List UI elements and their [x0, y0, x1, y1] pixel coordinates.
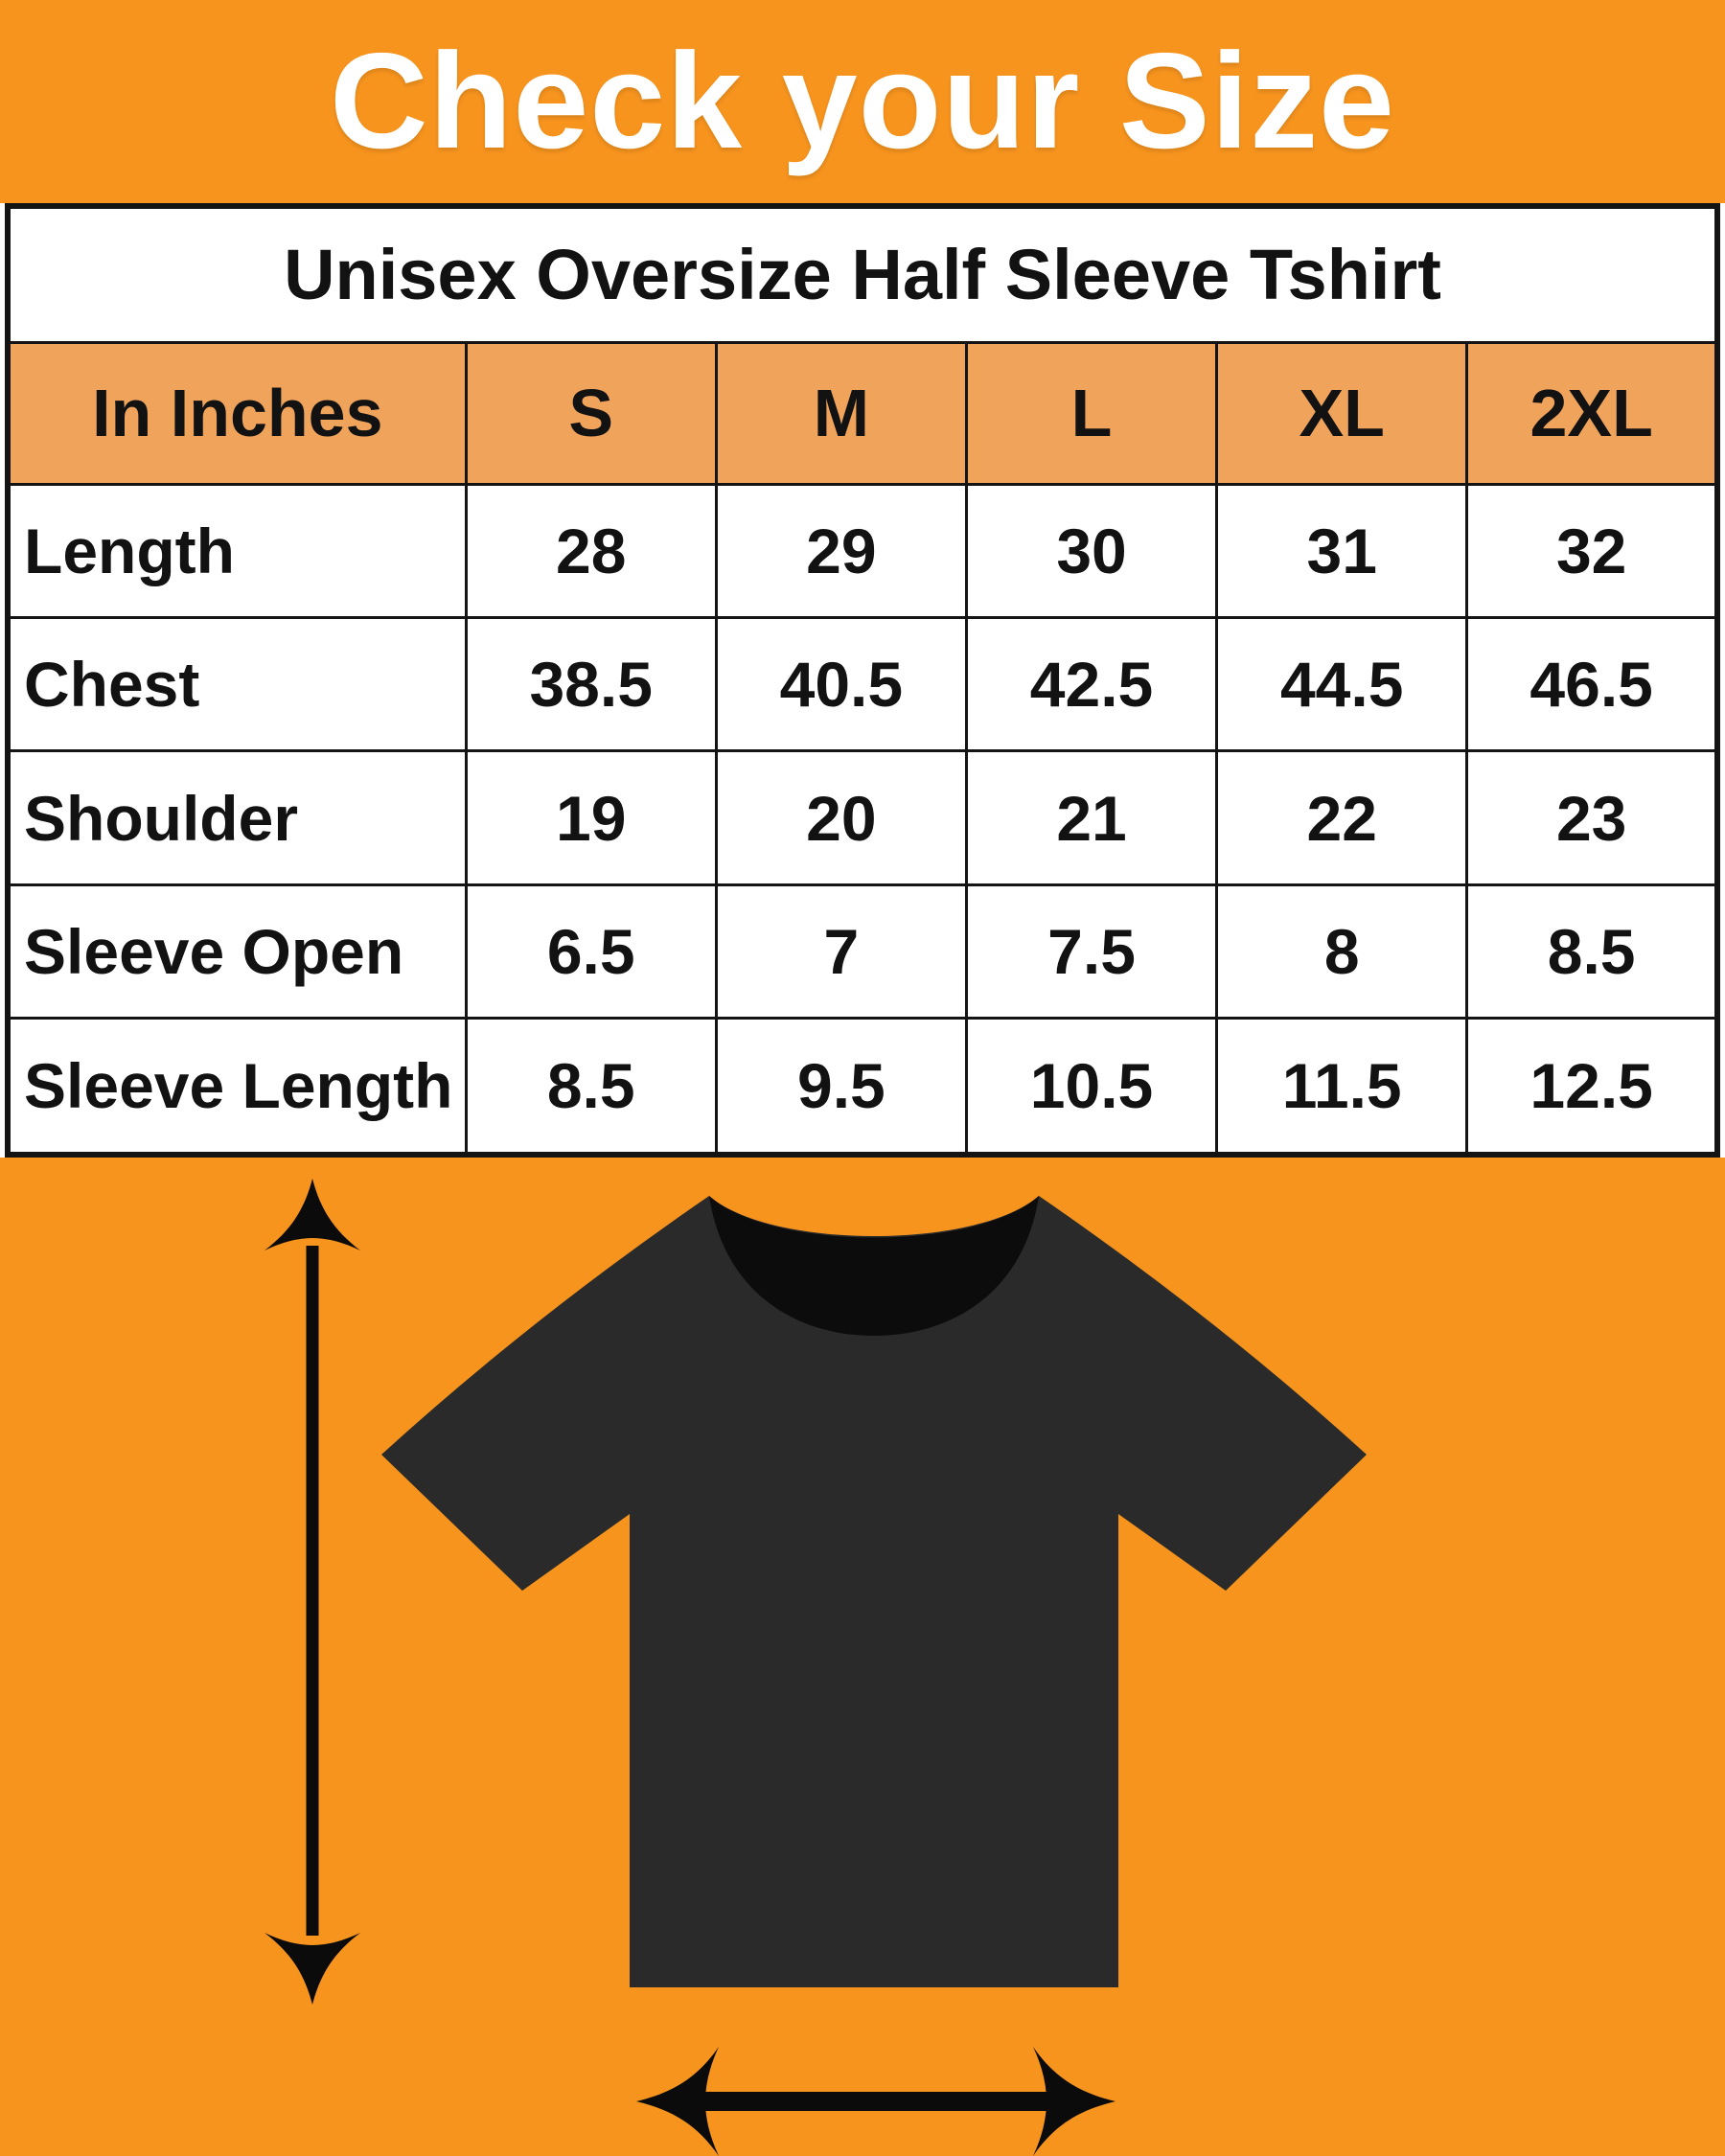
size-header-cell-xl: XL	[1215, 340, 1469, 486]
size-value-cell: 9.5	[714, 1017, 968, 1157]
size-header-cell-l: L	[964, 340, 1219, 486]
size-value-cell: 46.5	[1465, 615, 1719, 753]
size-value-cell: 42.5	[964, 615, 1219, 753]
row-label-cell: Sleeve Open	[6, 883, 468, 1021]
size-value-cell: 31	[1215, 482, 1469, 619]
size-value-cell: 12.5	[1465, 1017, 1719, 1157]
size-value-cell: 23	[1465, 749, 1719, 886]
measurement-row-chest: Chest 38.5 40.5 42.5 44.5 46.5	[6, 615, 1719, 753]
measurement-row-sleeve-open: Sleeve Open 6.5 7 7.5 8 8.5	[6, 883, 1719, 1021]
size-chart-section: Unisex Oversize Half Sleeve Tshirt In In…	[0, 203, 1725, 1158]
size-value-cell: 20	[714, 749, 968, 886]
size-value-cell: 29	[714, 482, 968, 619]
size-value-cell: 44.5	[1215, 615, 1469, 753]
measurement-row-length: Length 28 29 30 31 32	[6, 482, 1719, 619]
page-title: Check your Size	[330, 25, 1395, 177]
size-value-cell: 8.5	[464, 1017, 718, 1157]
tshirt-icon	[381, 1196, 1367, 1987]
size-header-cell-m: M	[714, 340, 968, 486]
size-value-cell: 8	[1215, 883, 1469, 1021]
size-value-cell: 19	[464, 749, 718, 886]
measurement-row-sleeve-length: Sleeve Length 8.5 9.5 10.5 11.5 12.5	[6, 1017, 1719, 1157]
size-value-cell: 10.5	[964, 1017, 1219, 1157]
width-arrow-icon	[636, 2047, 1116, 2156]
size-value-cell: 11.5	[1215, 1017, 1469, 1157]
tshirt-measurement-figure	[264, 1179, 1367, 2156]
title-band: Check your Size	[0, 0, 1725, 203]
size-header-cell-s: S	[464, 340, 718, 486]
unit-header-cell: In Inches	[6, 340, 468, 486]
size-value-cell: 32	[1465, 482, 1719, 619]
size-value-cell: 7.5	[964, 883, 1219, 1021]
size-value-cell: 7	[714, 883, 968, 1021]
row-label-cell: Sleeve Length	[6, 1017, 468, 1157]
tshirt-body	[381, 1196, 1367, 1987]
table-title: Unisex Oversize Half Sleeve Tshirt	[6, 204, 1719, 344]
size-value-cell: 21	[964, 749, 1219, 886]
measurement-illustration	[0, 1158, 1725, 2156]
size-header-row: In Inches S M L XL 2XL	[6, 340, 1719, 486]
size-value-cell: 6.5	[464, 883, 718, 1021]
size-header-cell-2xl: 2XL	[1465, 340, 1719, 486]
length-arrow-icon	[264, 1179, 360, 2005]
size-chart-table: Unisex Oversize Half Sleeve Tshirt In In…	[5, 203, 1720, 1158]
table-title-row: Unisex Oversize Half Sleeve Tshirt	[6, 204, 1719, 344]
row-label-cell: Chest	[6, 615, 468, 753]
measurement-row-shoulder: Shoulder 19 20 21 22 23	[6, 749, 1719, 886]
size-value-cell: 28	[464, 482, 718, 619]
row-label-cell: Shoulder	[6, 749, 468, 886]
size-value-cell: 22	[1215, 749, 1469, 886]
size-value-cell: 40.5	[714, 615, 968, 753]
size-value-cell: 8.5	[1465, 883, 1719, 1021]
row-label-cell: Length	[6, 482, 468, 619]
size-value-cell: 38.5	[464, 615, 718, 753]
size-value-cell: 30	[964, 482, 1219, 619]
collar-icon	[709, 1196, 1039, 1336]
